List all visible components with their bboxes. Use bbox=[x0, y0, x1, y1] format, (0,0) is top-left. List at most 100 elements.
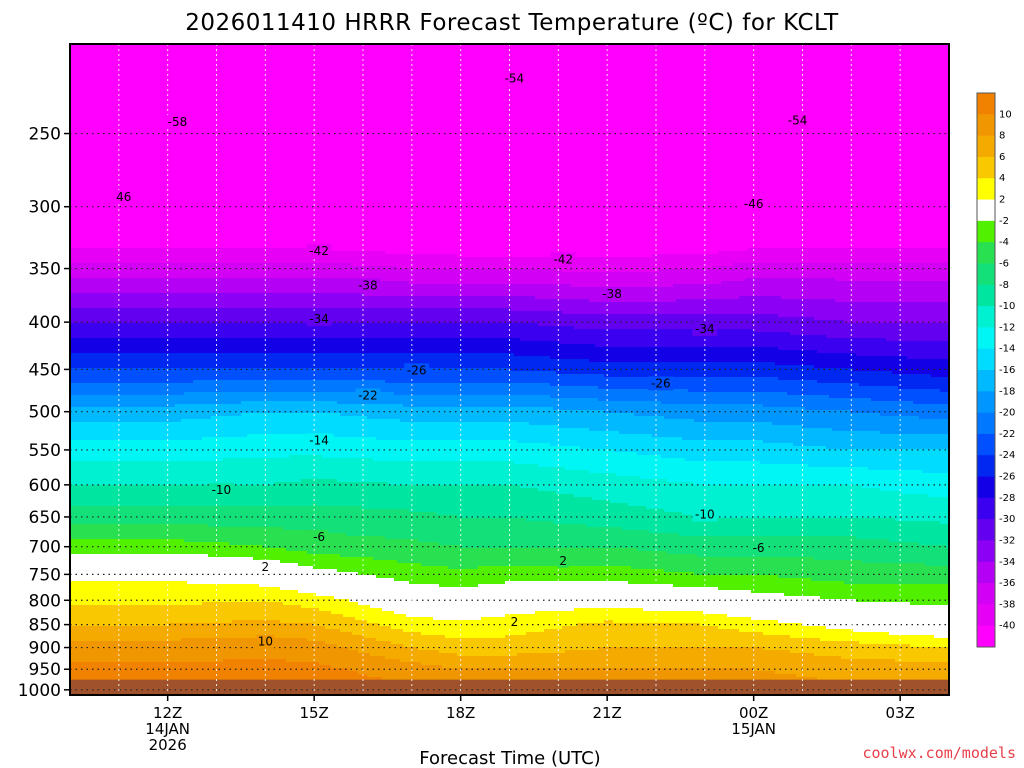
field-cell bbox=[139, 461, 143, 486]
field-cell bbox=[208, 404, 212, 420]
field-cell bbox=[403, 632, 407, 648]
field-cell bbox=[385, 44, 389, 255]
field-cell bbox=[316, 554, 320, 570]
field-cell bbox=[430, 44, 434, 255]
field-cell bbox=[526, 44, 530, 258]
field-cell bbox=[523, 488, 527, 519]
field-cell bbox=[208, 308, 212, 324]
field-cell bbox=[184, 605, 188, 624]
field-cell bbox=[442, 338, 446, 354]
field-cell bbox=[559, 359, 563, 375]
field-cell bbox=[625, 257, 629, 273]
field-cell bbox=[169, 407, 173, 423]
field-cell bbox=[307, 641, 311, 663]
field-cell bbox=[127, 248, 131, 264]
field-cell bbox=[304, 44, 308, 249]
field-cell bbox=[202, 248, 206, 264]
field-cell bbox=[262, 278, 266, 294]
field-cell bbox=[166, 539, 170, 555]
field-cell bbox=[196, 293, 200, 309]
field-cell bbox=[409, 647, 413, 663]
field-cell bbox=[103, 422, 107, 441]
field-cell bbox=[196, 368, 200, 381]
field-cell bbox=[550, 548, 554, 567]
field-cell bbox=[160, 263, 164, 279]
field-cell bbox=[382, 482, 386, 510]
field-cell bbox=[472, 296, 476, 309]
field-cell bbox=[340, 482, 344, 507]
field-cell bbox=[520, 311, 524, 324]
field-cell bbox=[415, 662, 419, 695]
field-cell bbox=[115, 407, 119, 423]
field-cell bbox=[295, 368, 299, 381]
field-cell bbox=[403, 44, 407, 255]
field-cell bbox=[82, 278, 86, 294]
field-cell bbox=[463, 461, 467, 486]
field-cell bbox=[529, 407, 533, 426]
field-cell bbox=[445, 422, 449, 441]
field-cell bbox=[238, 620, 242, 639]
field-cell bbox=[382, 641, 386, 657]
field-cell bbox=[409, 584, 413, 618]
field-cell bbox=[571, 386, 575, 399]
field-cell bbox=[451, 407, 455, 423]
field-cell bbox=[568, 524, 572, 549]
field-cell bbox=[538, 395, 542, 408]
field-cell bbox=[271, 527, 275, 549]
field-cell bbox=[565, 524, 569, 549]
field-cell bbox=[214, 380, 218, 393]
field-cell bbox=[139, 605, 143, 627]
field-cell bbox=[340, 458, 344, 483]
field-cell bbox=[127, 524, 131, 540]
field-cell bbox=[130, 278, 134, 294]
field-cell bbox=[310, 608, 314, 624]
field-cell bbox=[106, 323, 110, 339]
field-cell bbox=[244, 392, 248, 402]
field-cell bbox=[340, 380, 344, 393]
field-cell bbox=[595, 431, 599, 450]
field-cell bbox=[250, 338, 254, 354]
field-cell bbox=[448, 638, 452, 654]
field-cell bbox=[181, 323, 185, 339]
field-cell bbox=[340, 416, 344, 438]
field-cell bbox=[190, 605, 194, 624]
field-cell bbox=[481, 407, 485, 423]
field-cell bbox=[217, 278, 221, 294]
field-cell bbox=[169, 338, 173, 354]
field-cell bbox=[175, 323, 179, 339]
field-cell bbox=[139, 662, 143, 695]
field-cell bbox=[346, 572, 350, 600]
field-cell bbox=[406, 440, 410, 462]
field-cell bbox=[121, 605, 125, 627]
field-cell bbox=[457, 485, 461, 519]
field-cell bbox=[508, 485, 512, 519]
field-cell bbox=[631, 44, 635, 258]
field-cell bbox=[97, 626, 101, 642]
field-cell bbox=[214, 293, 218, 309]
field-cell bbox=[487, 422, 491, 441]
field-cell bbox=[367, 653, 371, 678]
field-cell bbox=[574, 608, 578, 627]
field-cell bbox=[217, 353, 221, 369]
field-cell bbox=[295, 605, 299, 624]
field-cell bbox=[286, 458, 290, 483]
field-cell bbox=[181, 419, 185, 441]
field-cell bbox=[259, 485, 263, 507]
field-cell bbox=[202, 419, 206, 438]
field-cell bbox=[142, 383, 146, 396]
field-cell bbox=[220, 353, 224, 369]
field-cell bbox=[457, 323, 461, 339]
field-cell bbox=[511, 635, 515, 657]
field-cell bbox=[586, 44, 590, 258]
field-cell bbox=[457, 269, 461, 285]
field-cell bbox=[226, 353, 230, 369]
field-cell bbox=[472, 44, 476, 258]
field-cell bbox=[307, 623, 311, 642]
field-cell bbox=[214, 461, 218, 486]
field-cell bbox=[493, 617, 497, 639]
field-cell bbox=[466, 638, 470, 657]
field-cell bbox=[379, 578, 383, 609]
field-cell bbox=[601, 647, 605, 669]
field-cell bbox=[358, 293, 362, 309]
field-cell bbox=[91, 581, 95, 606]
